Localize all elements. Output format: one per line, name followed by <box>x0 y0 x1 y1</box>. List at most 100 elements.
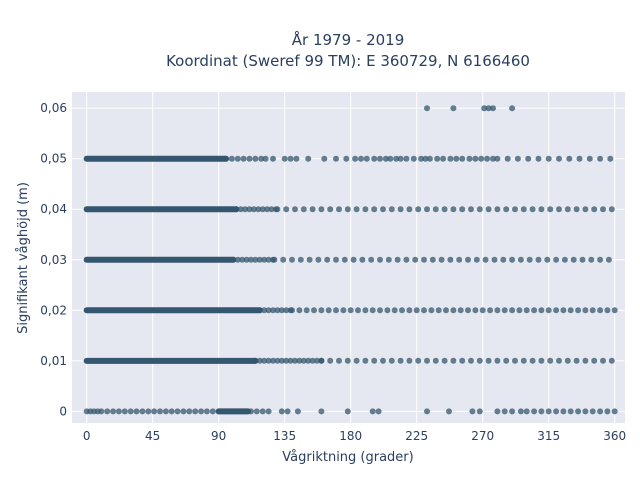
data-point <box>256 307 263 314</box>
data-point <box>268 206 275 213</box>
data-point <box>353 357 360 364</box>
data-point <box>553 256 560 263</box>
data-point <box>393 155 400 162</box>
y-tick-label: 0,04 <box>40 202 67 216</box>
data-point <box>296 357 303 364</box>
data-point <box>608 357 615 364</box>
data-point <box>246 155 253 162</box>
data-point <box>600 357 606 364</box>
y-axis-title: Signifikant våghöjd (m) <box>16 182 31 334</box>
data-point <box>424 206 430 213</box>
data-point <box>494 357 501 364</box>
data-point <box>450 357 457 364</box>
data-point <box>525 155 532 162</box>
y-tick-label: 0,02 <box>40 303 67 317</box>
data-point <box>248 408 254 415</box>
chart-title-line-2: Koordinat (Sweref 99 TM): E 360729, N 61… <box>166 52 530 70</box>
data-point <box>465 256 471 263</box>
data-point <box>284 408 291 415</box>
data-point <box>484 155 491 162</box>
data-point <box>387 155 394 162</box>
data-point <box>318 408 325 415</box>
data-point <box>441 206 448 213</box>
data-point <box>450 307 457 314</box>
x-tick-label: 0 <box>83 429 91 443</box>
data-point <box>297 256 304 263</box>
data-point <box>564 357 571 364</box>
data-point <box>476 206 483 213</box>
data-point <box>586 155 593 162</box>
data-point <box>371 357 378 364</box>
y-axis-ticks: 0 0,01 0,02 0,03 0,04 0,05 0,06 <box>40 101 67 418</box>
data-point <box>362 307 369 314</box>
data-point <box>380 206 386 213</box>
data-point <box>553 408 560 415</box>
data-point <box>371 206 378 213</box>
data-point <box>321 155 328 162</box>
data-point <box>406 206 413 213</box>
data-point <box>274 206 281 213</box>
data-point <box>529 357 536 364</box>
data-point <box>305 155 312 162</box>
data-point <box>529 206 536 213</box>
data-point <box>325 307 332 314</box>
data-point <box>428 307 435 314</box>
data-point <box>509 408 516 415</box>
data-point <box>265 256 272 263</box>
data-point <box>385 256 392 263</box>
data-point <box>151 408 158 415</box>
data-point <box>491 256 498 263</box>
x-tick-label: 135 <box>273 429 296 443</box>
data-point <box>509 105 516 112</box>
data-point <box>597 307 604 314</box>
data-point <box>429 256 436 263</box>
data-point <box>223 155 229 162</box>
data-point <box>547 357 554 364</box>
data-point <box>382 155 389 162</box>
data-point <box>265 357 272 364</box>
data-point <box>426 155 433 162</box>
data-point <box>575 408 582 415</box>
data-point <box>359 256 366 263</box>
data-point <box>421 256 427 263</box>
data-point <box>252 155 259 162</box>
data-point <box>388 357 395 364</box>
data-point <box>371 155 378 162</box>
data-point <box>512 206 518 213</box>
data-point <box>547 206 554 213</box>
data-point <box>468 206 474 213</box>
data-point <box>375 408 382 415</box>
data-point <box>611 408 618 415</box>
data-point <box>397 155 404 162</box>
data-point <box>318 206 325 213</box>
data-point <box>363 155 370 162</box>
x-tick-label: 315 <box>537 429 560 443</box>
data-point <box>415 357 422 364</box>
data-point <box>501 408 508 415</box>
data-point <box>579 256 586 263</box>
data-point <box>512 357 518 364</box>
data-point <box>270 155 276 162</box>
data-point <box>424 357 430 364</box>
data-point <box>450 206 457 213</box>
data-point <box>410 155 417 162</box>
data-point <box>309 206 316 213</box>
data-point <box>358 155 364 162</box>
data-point <box>556 206 562 213</box>
data-point <box>353 206 360 213</box>
data-point <box>209 408 216 415</box>
x-tick-label: 180 <box>339 429 362 443</box>
data-point <box>447 256 454 263</box>
data-point <box>311 307 317 314</box>
y-tick-label: 0,06 <box>40 101 67 115</box>
data-point <box>309 357 316 364</box>
data-point <box>343 155 350 162</box>
data-point <box>424 408 430 415</box>
data-point <box>315 256 322 263</box>
data-point <box>403 256 410 263</box>
data-point <box>294 408 301 415</box>
data-point <box>369 408 376 415</box>
data-point <box>418 155 425 162</box>
data-point <box>394 256 401 263</box>
y-tick-label: 0,05 <box>40 152 67 166</box>
